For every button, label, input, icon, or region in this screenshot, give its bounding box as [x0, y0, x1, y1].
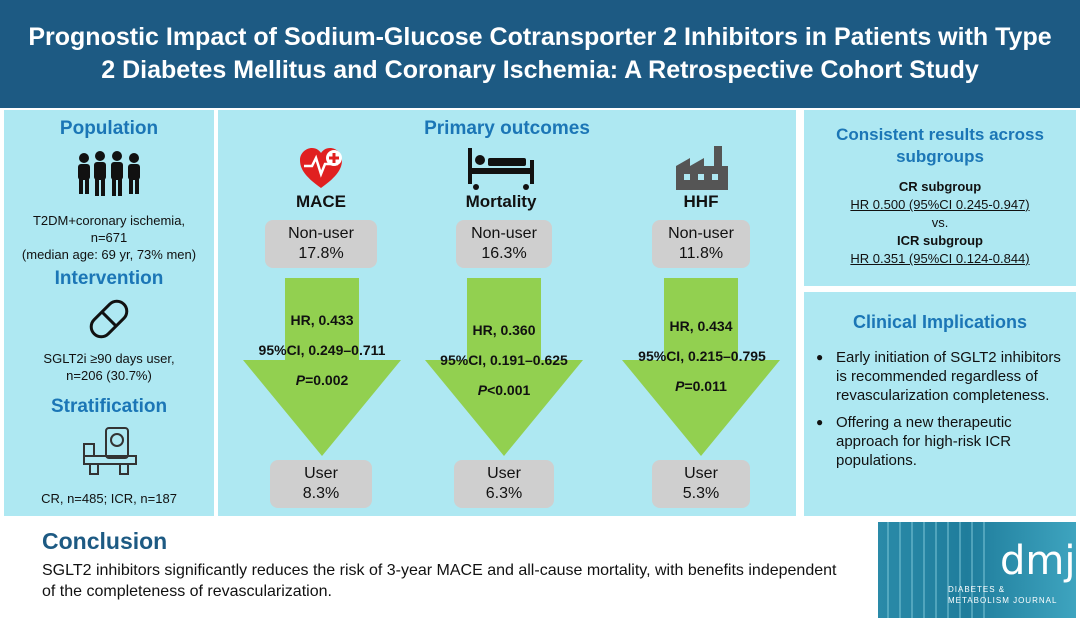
- list-item: Offering a new therapeutic approach for …: [814, 413, 1064, 470]
- hr-mortality: HR, 0.360: [472, 322, 536, 338]
- implications-heading: Clinical Implications: [852, 312, 1028, 332]
- conclusion-text: SGLT2 inhibitors significantly reduces t…: [42, 562, 837, 600]
- cr-subgroup-label: CR subgroup: [898, 179, 982, 194]
- nonuser-box-mace: Non-user 17.8%: [265, 220, 377, 268]
- nonuser-box-mortality: Non-user 16.3%: [456, 220, 552, 268]
- hr-hhf: HR, 0.434: [669, 318, 733, 334]
- journal-name: DIABETES & METABOLISM JOURNAL: [948, 584, 1072, 606]
- outcome-label-mace: MACE: [295, 192, 347, 211]
- population-text: T2DM+coronary ischemia, n=671 (median ag…: [4, 212, 214, 263]
- stratification-heading: Stratification: [50, 396, 168, 417]
- p-hhf: P=0.011: [622, 378, 780, 394]
- nonuser-label: Non-user: [288, 225, 354, 242]
- clinical-implications-panel: Clinical Implications Early initiation o…: [804, 292, 1076, 516]
- nonuser-value: 11.8%: [678, 245, 724, 262]
- population-line2: n=671: [90, 230, 128, 245]
- left-panel: Population T2DM+coronary ischemia, n=671…: [4, 110, 214, 516]
- user-box-mace: User 8.3%: [270, 460, 372, 508]
- hr-mace: HR, 0.433: [290, 312, 354, 328]
- p-value: <0.001: [487, 382, 531, 398]
- p-value: =0.002: [305, 372, 349, 388]
- nonuser-box-hhf: Non-user 11.8%: [652, 220, 750, 268]
- p-mace: P=0.002: [243, 372, 401, 388]
- arrow-hhf: [622, 278, 780, 456]
- intervention-heading: Intervention: [54, 268, 164, 289]
- primary-outcomes-heading: Primary outcomes: [424, 118, 590, 139]
- arrow-mace: [243, 278, 401, 456]
- population-heading: Population: [59, 118, 159, 139]
- journal-abbr: dmj: [1000, 538, 1076, 584]
- title-banner: Prognostic Impact of Sodium-Glucose Cotr…: [0, 0, 1080, 108]
- nonuser-label: Non-user: [668, 225, 734, 242]
- nonuser-label: Non-user: [471, 225, 537, 242]
- stratification-text: CR, n=485; ICR, n=187: [41, 491, 177, 506]
- intervention-text: SGLT2i ≥90 days user, n=206 (30.7%): [4, 350, 214, 384]
- subgroup-results: CR subgroup HR 0.500 (95%CI 0.245-0.947)…: [804, 178, 1076, 268]
- p-letter: P: [477, 382, 488, 398]
- user-box-mortality: User 6.3%: [454, 460, 554, 508]
- consistent-heading-line1: Consistent results across: [836, 125, 1044, 144]
- heart-icon: [300, 148, 342, 188]
- cr-subgroup-value: HR 0.500 (95%CI 0.245-0.947): [850, 197, 1030, 212]
- journal-name-line2: METABOLISM JOURNAL: [948, 596, 1058, 605]
- icr-subgroup-label: ICR subgroup: [897, 233, 983, 248]
- population-line1: T2DM+coronary ischemia,: [32, 213, 186, 228]
- nonuser-value: 16.3%: [481, 245, 527, 262]
- p-letter: P: [675, 378, 685, 394]
- intervention-line1: SGLT2i ≥90 days user,: [43, 351, 175, 366]
- ci-mortality: 95%CI, 0.191–0.625: [440, 352, 568, 368]
- user-label: User: [487, 465, 521, 482]
- p-letter: P: [295, 372, 306, 388]
- people-icon: [78, 151, 140, 196]
- page-title: Prognostic Impact of Sodium-Glucose Cotr…: [28, 23, 1052, 84]
- list-item: Early initiation of SGLT2 inhibitors is …: [814, 348, 1064, 405]
- hospital-bed-icon: [468, 148, 534, 190]
- user-value: 6.3%: [485, 485, 523, 502]
- p-mortality: P<0.001: [425, 382, 583, 398]
- scanner-icon: [83, 427, 137, 475]
- consistent-results-panel: Consistent results across subgroups CR s…: [804, 110, 1076, 286]
- ci-hhf: 95%CI, 0.215–0.795: [638, 348, 766, 364]
- primary-outcomes-panel: Primary outcomes MACE Non-user 17.8%: [218, 110, 796, 516]
- outcome-label-hhf: HHF: [683, 192, 719, 211]
- user-label: User: [304, 465, 338, 482]
- population-line3: (median age: 69 yr, 73% men): [21, 247, 197, 262]
- conclusion-heading: Conclusion: [42, 528, 168, 554]
- versus-text: vs.: [931, 215, 949, 230]
- factory-icon: [676, 146, 728, 190]
- consistent-heading-line2: subgroups: [896, 147, 984, 166]
- journal-name-line1: DIABETES &: [948, 585, 1006, 594]
- pill-icon: [89, 299, 129, 339]
- p-value: =0.011: [684, 378, 727, 394]
- intervention-line2: n=206 (30.7%): [66, 368, 152, 383]
- user-label: User: [684, 465, 718, 482]
- user-box-hhf: User 5.3%: [652, 460, 750, 508]
- logo-stripes: [887, 522, 985, 618]
- implications-list: Early initiation of SGLT2 inhibitors is …: [814, 348, 1064, 478]
- arrow-mortality: [425, 278, 583, 456]
- nonuser-value: 17.8%: [298, 245, 344, 262]
- user-value: 5.3%: [682, 485, 720, 502]
- ci-mace: 95%CI, 0.249–0.711: [258, 342, 386, 358]
- user-value: 8.3%: [302, 485, 340, 502]
- consistent-heading: Consistent results across subgroups: [804, 124, 1076, 168]
- outcome-label-mortality: Mortality: [465, 192, 537, 211]
- icr-subgroup-value: HR 0.351 (95%CI 0.124-0.844): [850, 251, 1030, 266]
- journal-logo: dmj DIABETES & METABOLISM JOURNAL: [878, 522, 1076, 618]
